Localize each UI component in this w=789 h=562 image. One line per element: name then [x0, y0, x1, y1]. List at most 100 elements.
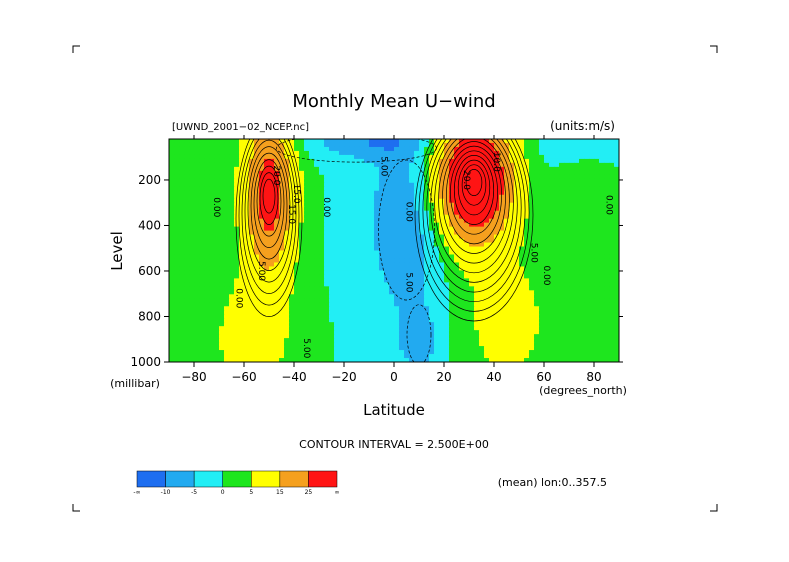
field-cell [204, 302, 210, 307]
field-cell [304, 322, 310, 327]
field-cell [344, 306, 350, 311]
field-cell [204, 242, 210, 248]
field-cell [479, 158, 485, 164]
field-cell [349, 139, 355, 144]
field-cell [609, 182, 615, 188]
field-cell [394, 314, 400, 319]
field-cell [464, 278, 470, 283]
field-cell [524, 290, 530, 295]
field-cell [544, 206, 550, 212]
field-cell [454, 190, 460, 196]
field-cell [299, 306, 305, 311]
field-cell [539, 302, 545, 307]
field-cell [189, 202, 195, 208]
field-cell [579, 202, 585, 208]
field-cell [314, 282, 320, 287]
field-cell [204, 214, 210, 220]
field-cell [289, 250, 295, 256]
field-cell [559, 314, 565, 319]
field-cell [549, 330, 555, 335]
field-cell [404, 242, 410, 248]
field-cell [329, 258, 335, 264]
field-cell [169, 258, 175, 264]
field-cell [534, 150, 540, 156]
field-cell [554, 298, 560, 303]
field-cell [244, 266, 250, 272]
field-cell [584, 266, 590, 272]
field-cell [324, 210, 330, 216]
field-cell [514, 178, 520, 184]
field-cell [504, 166, 510, 172]
field-cell [294, 190, 300, 196]
field-cell [579, 282, 585, 287]
field-cell [574, 218, 580, 224]
field-cell [439, 230, 445, 236]
field-cell [384, 314, 390, 319]
field-cell [434, 202, 440, 208]
field-cell [354, 314, 360, 319]
field-cell [479, 338, 485, 343]
field-cell [539, 350, 545, 355]
field-cell [389, 326, 395, 331]
field-cell [434, 246, 440, 252]
field-cell [599, 270, 605, 275]
field-cell [204, 218, 210, 224]
field-cell [449, 286, 455, 291]
field-cell [419, 250, 425, 256]
field-cell [584, 182, 590, 188]
field-cell [384, 190, 390, 196]
field-cell [504, 230, 510, 236]
field-cell [184, 170, 190, 176]
field-cell [364, 266, 370, 272]
field-cell [514, 142, 520, 148]
field-cell [414, 146, 420, 152]
field-cell [259, 178, 265, 184]
field-cell [479, 306, 485, 311]
field-cell [229, 238, 235, 244]
field-cell [484, 198, 490, 204]
field-cell [384, 326, 390, 331]
field-cell [399, 238, 405, 244]
field-cell [389, 162, 395, 168]
field-cell [519, 326, 525, 331]
field-cell [214, 222, 220, 228]
field-cell [599, 186, 605, 192]
field-cell [194, 350, 200, 355]
field-cell [289, 266, 295, 272]
field-cell [204, 270, 210, 275]
field-cell [274, 322, 280, 327]
field-cell [279, 306, 285, 311]
field-cell [284, 242, 290, 248]
field-cell [529, 150, 535, 156]
field-cell [589, 198, 595, 204]
field-cell [604, 198, 610, 204]
field-cell [344, 302, 350, 307]
field-cell [409, 334, 415, 339]
field-cell [284, 274, 290, 279]
field-cell [414, 298, 420, 303]
field-cell [389, 334, 395, 339]
field-cell [609, 170, 615, 176]
field-cell [234, 346, 240, 351]
field-cell [564, 334, 570, 339]
field-cell [564, 202, 570, 208]
field-cell [194, 326, 200, 331]
field-cell [204, 158, 210, 164]
field-cell [509, 346, 515, 351]
field-cell [419, 298, 425, 303]
field-cell [414, 242, 420, 248]
field-cell [474, 210, 480, 216]
field-cell [304, 230, 310, 236]
field-cell [479, 234, 485, 240]
field-cell [209, 178, 215, 184]
field-cell [374, 338, 380, 343]
field-cell [439, 354, 445, 359]
field-cell [169, 278, 175, 283]
field-cell [539, 234, 545, 240]
field-cell [234, 250, 240, 256]
field-cell [494, 170, 500, 176]
field-cell [539, 139, 545, 144]
field-cell [434, 354, 440, 359]
field-cell [399, 226, 405, 232]
field-cell [594, 186, 600, 192]
